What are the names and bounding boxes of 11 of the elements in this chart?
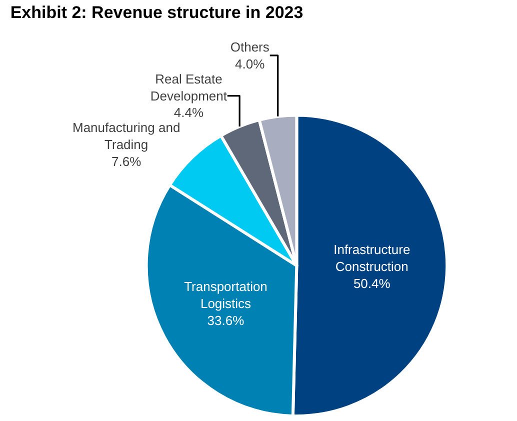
slice-label: Transportation Logistics	[184, 279, 268, 311]
slice-label: Infrastructure Construction	[334, 242, 410, 274]
slice-label: Others	[230, 40, 270, 55]
data-label: 4.4%	[174, 105, 204, 120]
data-label: 50.4%	[353, 276, 391, 291]
data-label: 4.0%	[235, 56, 266, 72]
data-label: 33.6%	[207, 312, 245, 328]
data-label: 7.6%	[112, 154, 142, 170]
slice-label: Real Estate Development	[150, 71, 228, 104]
slice-label: Manufacturing and Trading	[72, 120, 180, 152]
chart-title: Exhibit 2: Revenue structure in 2023	[10, 3, 304, 22]
